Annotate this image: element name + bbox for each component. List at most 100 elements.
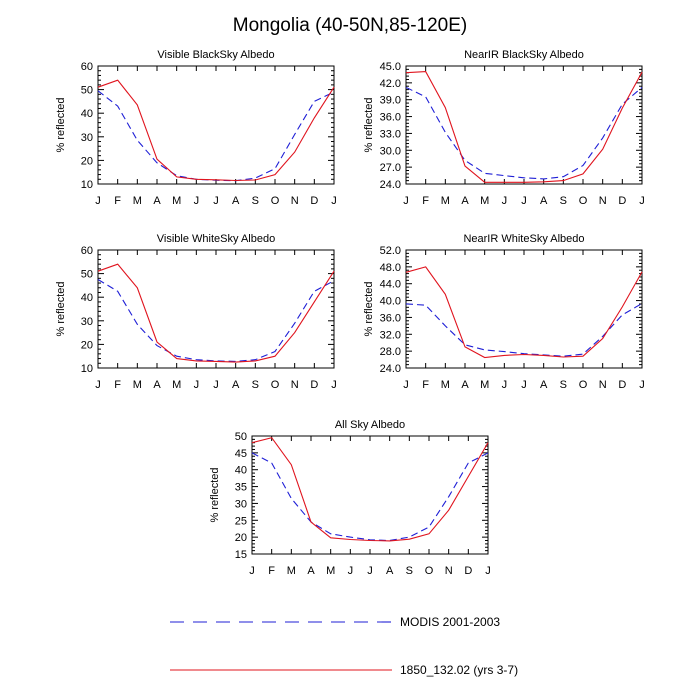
- x-tick-label: O: [579, 379, 588, 391]
- x-tick-label: J: [194, 195, 200, 207]
- model-series-line: [97, 79, 335, 182]
- y-tick-label: 24.0: [380, 179, 401, 191]
- x-tick-label: A: [307, 565, 315, 577]
- y-tick-label: 50: [235, 431, 247, 443]
- x-tick-label: J: [213, 379, 219, 391]
- y-tick-label: 40: [81, 292, 93, 304]
- y-tick-label: 45.0: [380, 61, 401, 73]
- y-tick-label: 40: [81, 108, 93, 120]
- y-axis-label: % reflected: [363, 281, 375, 336]
- x-tick-label: A: [386, 565, 394, 577]
- y-tick-label: 20: [81, 339, 93, 351]
- plot-frame: [405, 249, 643, 369]
- y-tick-label: 60: [81, 61, 93, 73]
- x-tick-label: A: [232, 379, 240, 391]
- x-tick-label: J: [485, 565, 491, 577]
- y-tick-label: 30: [81, 132, 93, 144]
- figure-title: Mongolia (40-50N,85-120E): [233, 15, 467, 36]
- y-tick-label: 28.0: [380, 346, 401, 358]
- x-tick-label: D: [618, 379, 626, 391]
- y-tick-label: 35: [235, 482, 247, 494]
- x-tick-label: N: [599, 379, 607, 391]
- x-tick-label: A: [461, 379, 469, 391]
- model-series-line: [405, 71, 643, 183]
- x-tick-label: A: [461, 195, 469, 207]
- y-tick-label: 30: [235, 498, 247, 510]
- x-tick-label: M: [133, 379, 142, 391]
- plot-frame: [97, 65, 335, 185]
- x-tick-label: F: [422, 379, 429, 391]
- y-tick-label: 52.0: [380, 245, 401, 257]
- panel-title: NearIR BlackSky Albedo: [464, 49, 584, 61]
- x-tick-label: M: [441, 379, 450, 391]
- x-tick-label: A: [540, 195, 548, 207]
- modis-series-line: [97, 279, 335, 362]
- x-tick-label: J: [403, 379, 409, 391]
- x-tick-label: A: [153, 379, 161, 391]
- y-tick-label: 42.0: [380, 78, 401, 90]
- x-tick-label: D: [310, 379, 318, 391]
- x-tick-label: J: [521, 195, 527, 207]
- modis-series-line: [97, 90, 335, 182]
- y-tick-label: 30.0: [380, 145, 401, 157]
- y-tick-label: 36.0: [380, 312, 401, 324]
- x-tick-label: D: [464, 565, 472, 577]
- y-axis-label: % reflected: [209, 467, 221, 522]
- x-tick-label: M: [480, 195, 489, 207]
- x-tick-label: J: [331, 195, 337, 207]
- x-tick-label: S: [560, 379, 567, 391]
- y-tick-label: 50: [81, 269, 93, 281]
- x-tick-label: M: [287, 565, 296, 577]
- x-tick-label: S: [560, 195, 567, 207]
- modis-series-line: [405, 86, 643, 180]
- x-tick-label: S: [252, 195, 259, 207]
- x-tick-label: J: [521, 379, 527, 391]
- x-tick-label: F: [114, 195, 121, 207]
- x-tick-label: O: [579, 195, 588, 207]
- x-tick-label: J: [502, 379, 508, 391]
- x-tick-label: M: [441, 195, 450, 207]
- x-tick-label: A: [232, 195, 240, 207]
- y-tick-label: 10: [81, 363, 93, 375]
- x-tick-label: S: [406, 565, 413, 577]
- panel-title: Visible BlackSky Albedo: [157, 49, 274, 61]
- x-tick-label: J: [194, 379, 200, 391]
- model-series-line: [97, 263, 335, 363]
- plot-frame: [97, 249, 335, 369]
- y-tick-label: 40: [235, 465, 247, 477]
- y-tick-label: 36.0: [380, 112, 401, 124]
- y-tick-label: 30: [81, 316, 93, 328]
- y-tick-label: 25: [235, 515, 247, 527]
- y-axis-label: % reflected: [55, 97, 67, 152]
- x-tick-label: N: [445, 565, 453, 577]
- y-tick-label: 20: [81, 155, 93, 167]
- x-tick-label: O: [271, 379, 280, 391]
- x-tick-label: J: [348, 565, 354, 577]
- y-tick-label: 27.0: [380, 162, 401, 174]
- x-tick-label: J: [367, 565, 373, 577]
- y-tick-label: 15: [235, 549, 247, 561]
- y-tick-label: 60: [81, 245, 93, 257]
- x-tick-label: F: [114, 379, 121, 391]
- y-tick-label: 48.0: [380, 262, 401, 274]
- y-tick-label: 39.0: [380, 95, 401, 107]
- legend: MODIS 2001-2003 1850_132.02 (yrs 3-7): [170, 615, 518, 677]
- x-tick-label: M: [326, 565, 335, 577]
- x-tick-label: M: [172, 379, 181, 391]
- y-tick-label: 32.0: [380, 329, 401, 341]
- x-tick-label: A: [153, 195, 161, 207]
- x-tick-label: J: [639, 195, 645, 207]
- y-tick-label: 40.0: [380, 296, 401, 308]
- x-tick-label: F: [422, 195, 429, 207]
- x-tick-label: J: [249, 565, 255, 577]
- x-tick-label: M: [480, 379, 489, 391]
- panel-title: All Sky Albedo: [335, 419, 405, 431]
- x-tick-label: M: [133, 195, 142, 207]
- y-tick-label: 10: [81, 179, 93, 191]
- legend-label-1: MODIS 2001-2003: [400, 615, 500, 629]
